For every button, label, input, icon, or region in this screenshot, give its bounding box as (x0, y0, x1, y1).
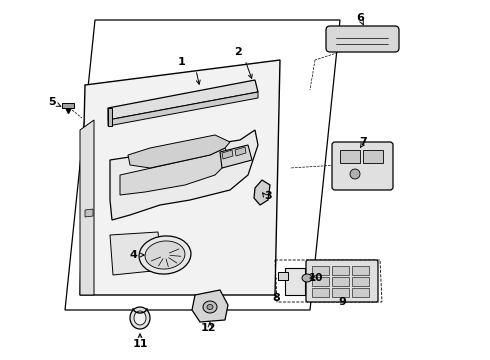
Polygon shape (120, 148, 230, 195)
Polygon shape (235, 147, 246, 156)
Bar (312, 288, 329, 297)
FancyBboxPatch shape (332, 142, 393, 190)
Polygon shape (80, 120, 94, 295)
Polygon shape (108, 108, 112, 126)
Polygon shape (62, 103, 74, 108)
Bar (312, 266, 329, 275)
Text: 7: 7 (359, 137, 367, 147)
Text: 3: 3 (264, 191, 272, 201)
Text: 6: 6 (356, 13, 364, 23)
Text: 4: 4 (129, 250, 137, 260)
Ellipse shape (139, 236, 191, 274)
Polygon shape (222, 150, 233, 159)
Text: 2: 2 (234, 47, 242, 57)
Bar (312, 277, 329, 286)
Polygon shape (80, 60, 280, 295)
Ellipse shape (130, 307, 150, 329)
Bar (332, 277, 349, 286)
Bar (352, 277, 369, 286)
Text: 10: 10 (309, 273, 323, 283)
FancyBboxPatch shape (306, 260, 378, 302)
Polygon shape (254, 180, 270, 205)
Ellipse shape (145, 241, 185, 269)
Circle shape (350, 169, 360, 179)
Polygon shape (110, 232, 162, 275)
Ellipse shape (134, 311, 146, 325)
Polygon shape (278, 272, 288, 280)
Text: 8: 8 (272, 293, 280, 303)
Polygon shape (108, 80, 258, 120)
FancyBboxPatch shape (326, 26, 399, 52)
Text: 1: 1 (178, 57, 186, 67)
Ellipse shape (203, 301, 217, 313)
Bar (352, 266, 369, 275)
Ellipse shape (302, 274, 312, 282)
Polygon shape (363, 150, 383, 163)
Ellipse shape (207, 305, 213, 310)
Polygon shape (192, 290, 228, 322)
Bar (352, 288, 369, 297)
Polygon shape (65, 20, 340, 310)
Polygon shape (110, 130, 258, 220)
Bar (332, 266, 349, 275)
Polygon shape (340, 150, 360, 163)
Text: 5: 5 (48, 97, 56, 107)
Text: 12: 12 (200, 323, 216, 333)
Bar (332, 288, 349, 297)
Polygon shape (220, 145, 252, 168)
Text: 9: 9 (338, 297, 346, 307)
Polygon shape (285, 268, 305, 295)
Polygon shape (108, 92, 258, 126)
Polygon shape (85, 209, 93, 217)
Polygon shape (128, 135, 230, 168)
Text: 11: 11 (132, 339, 148, 349)
